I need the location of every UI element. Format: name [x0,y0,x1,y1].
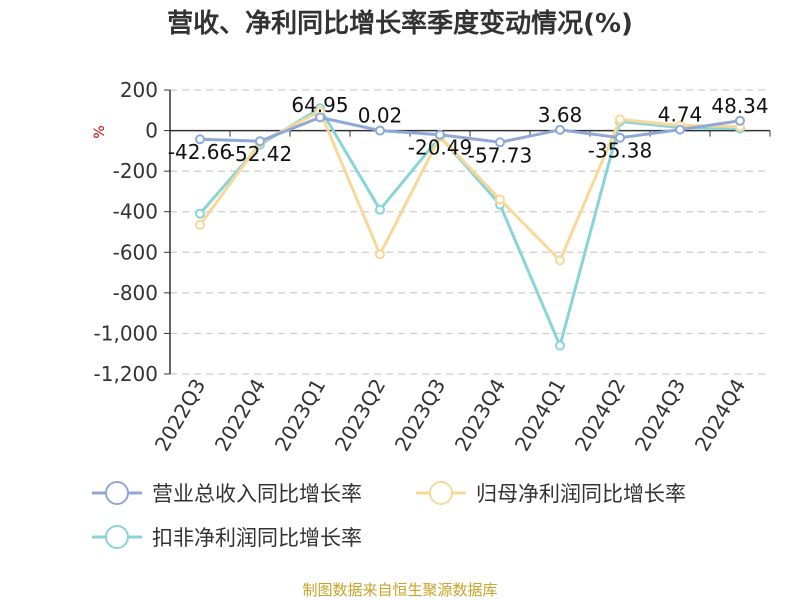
series-point-2 [615,114,625,125]
legend-swatch-marker [429,481,453,505]
y-tick-label: 200 [120,78,158,102]
x-tick-label: 2022Q3 [150,375,210,456]
x-tick-label: 2023Q2 [330,375,390,456]
series-point-3 [375,204,385,215]
series-point-3 [195,208,205,219]
y-axis-label: % [92,125,108,138]
legend-label: 营业总收入同比增长率 [152,482,362,506]
series-point-1 [735,115,745,126]
x-tick-label: 2022Q4 [210,375,270,456]
series-line-1 [199,115,741,144]
data-label: 48.34 [711,94,768,118]
source-note: 制图数据来自恒生聚源数据库 [302,581,497,599]
data-label: -57.73 [468,143,532,167]
series-group [195,103,745,351]
series-point-2 [555,255,565,266]
y-tick-label: -200 [113,159,158,183]
y-tick-label: -800 [113,281,158,305]
series-point-1 [615,132,625,143]
y-tick-label: -400 [113,200,158,224]
legend-item-3[interactable]: 扣非净利润同比增长率 [92,525,362,550]
data-labels: -42.66-52.42 64.95 0.02-20.49-57.733.68-35… [168,93,769,167]
data-label: 3.68 [538,103,583,127]
chart-title: 营收、净利同比增长率季度变动情况(%) [167,8,633,39]
legend-item-2[interactable]: 归母净利润同比增长率 [416,481,686,506]
x-tick-label: 2024Q3 [630,375,690,456]
series-point-1 [315,112,325,123]
x-tick-label: 2024Q4 [690,375,750,456]
series-point-1 [255,136,265,147]
x-tick-label: 2024Q1 [510,375,570,456]
data-label: -52.42 [228,142,292,166]
series-point-1 [375,125,385,136]
series-point-2 [495,194,505,205]
data-label: -20.49 [408,136,472,160]
x-tick-label: 2023Q1 [270,375,330,456]
legend-item-1[interactable]: 营业总收入同比增长率 [92,481,362,506]
series-line-2 [198,109,741,262]
legend-label: 扣非净利润同比增长率 [152,526,362,550]
legend-label: 归母净利润同比增长率 [476,482,686,506]
series-point-1 [195,134,205,145]
series-point-2 [375,249,385,260]
series-point-2 [195,219,205,230]
data-label: -35.38 [588,139,652,163]
y-tick-label: 0 [145,119,158,143]
x-tick-label: 2023Q4 [450,375,510,456]
series-point-1 [495,137,505,148]
y-tick-label: -1,200 [94,362,158,386]
y-tick-label: -600 [113,240,158,264]
data-label: 64.95 [291,93,348,117]
x-tick-label: 2023Q3 [390,375,450,456]
x-tick-label: 2024Q2 [570,375,630,456]
y-axis-ticks: 200 0 -200 -400 -600 -800 -1,000 -1,200 [94,78,170,386]
data-label: -42.66 [168,140,232,164]
series-point-1 [555,124,565,135]
legend-swatch-marker [105,525,129,549]
legend-swatch-marker [105,481,129,505]
y-tick-label: -1,000 [94,321,158,345]
series-point-1 [435,129,445,140]
series-point-3 [555,340,565,351]
data-label: 0.02 [358,104,403,128]
data-label: 4.74 [658,103,703,127]
series-point-1 [675,124,685,135]
